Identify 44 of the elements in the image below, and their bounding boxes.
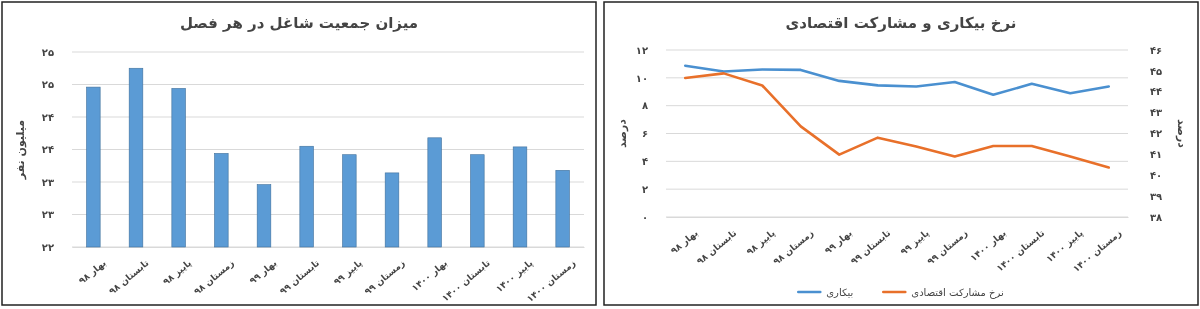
- y2-tick-label: ۴۲: [1150, 128, 1163, 140]
- y2-tick-label: ۴۱: [1150, 149, 1163, 161]
- y-tick-label: ۲۴: [41, 144, 54, 156]
- x-tick-label: زمستان ۹۸: [192, 257, 237, 298]
- y-tick-label: ۴: [641, 156, 648, 168]
- y-tick-label: ۲۵: [41, 79, 54, 91]
- x-tick-label: بهار ۹۹: [822, 227, 855, 257]
- y-tick-label: ۲۳: [41, 176, 54, 188]
- x-tick-label: پاییز ۹۹: [898, 227, 932, 258]
- y2-tick-label: ۴۵: [1150, 65, 1163, 77]
- x-tick-label: پاییز ۹۹: [331, 257, 365, 288]
- x-tick-label: زمستان ۹۹: [362, 257, 408, 298]
- chart-title: نرخ بیکاری و مشارکت اقتصادی: [785, 14, 1017, 32]
- line-series: [683, 72, 1111, 169]
- x-tick-label: بهار ۹۸: [76, 257, 109, 287]
- legend-label: بیکاری: [826, 287, 854, 298]
- x-tick-label: تابستان ۹۸: [107, 257, 151, 297]
- y2-tick-label: ۴۴: [1150, 86, 1163, 98]
- y-axis-title: درصد: [616, 118, 629, 148]
- y-tick-label: ۱۰: [635, 72, 648, 84]
- x-tick-label: تابستان ۹۹: [277, 257, 322, 297]
- line-series: [683, 64, 1111, 97]
- x-tick-label: بهار ۹۸: [668, 227, 701, 257]
- chart-title: میزان جمعیت شاغل در هر فصل: [179, 14, 419, 32]
- x-tick-label: پاییز ۹۸: [161, 257, 194, 288]
- y-tick-label: ۱۲: [635, 44, 648, 56]
- y2-axis-title: درصد: [1175, 119, 1188, 149]
- y2-tick-label: ۳۸: [1150, 211, 1163, 223]
- y-tick-label: ۶: [641, 128, 648, 140]
- y-tick-label: ۸: [641, 100, 648, 112]
- y2-tick-label: ۴۶: [1150, 44, 1163, 56]
- legend-label: نرخ مشارکت اقتصادی: [911, 287, 1004, 299]
- y-tick-label: ۲۳: [41, 209, 54, 221]
- y2-tick-label: ۳۹: [1150, 190, 1163, 202]
- x-tick-label: بهار ۹۹: [247, 257, 280, 287]
- y-axis-title: میلیون نفر: [14, 119, 27, 181]
- y2-tick-label: ۴۳: [1150, 107, 1163, 119]
- y-tick-label: ۲۵: [41, 46, 54, 58]
- x-tick-label: پاییز ۹۸: [744, 227, 778, 258]
- y-tick-label: ۲: [641, 183, 648, 195]
- y-tick-label: ۲۲: [41, 241, 54, 253]
- y2-tick-label: ۴۰: [1150, 169, 1163, 181]
- y-tick-label: ۲۴: [41, 111, 54, 123]
- y-tick-label: ۰: [641, 211, 648, 223]
